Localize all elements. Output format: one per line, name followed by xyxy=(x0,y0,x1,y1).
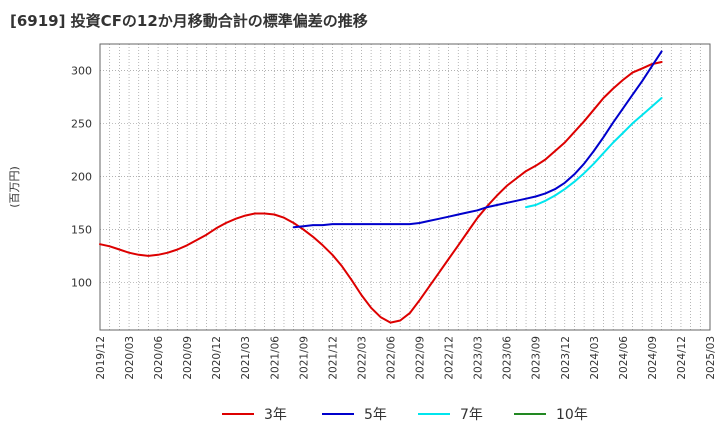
x-tick-label: 2024/09 xyxy=(647,336,659,380)
legend-label: 5年 xyxy=(364,407,387,423)
x-tick-label: 2021/12 xyxy=(327,336,339,380)
x-tick-label: 2021/06 xyxy=(269,336,281,380)
plot-frame xyxy=(99,43,711,331)
y-tick-label: 250 xyxy=(71,117,92,130)
x-tick-label: 2021/09 xyxy=(298,336,310,380)
x-tick-label: 2023/06 xyxy=(502,336,514,380)
x-tick-label: 2024/06 xyxy=(618,336,630,380)
legend-label: 10年 xyxy=(556,407,588,423)
x-tick-label: 2022/03 xyxy=(356,336,368,380)
x-tick-label: 2021/03 xyxy=(240,336,252,380)
legend-label: 7年 xyxy=(460,407,483,423)
x-tick-label: 2019/12 xyxy=(95,336,107,380)
series-line-3 xyxy=(525,97,663,209)
series-line-2 xyxy=(292,50,663,229)
x-tick-label: 2020/12 xyxy=(211,336,223,380)
y-tick-label: 100 xyxy=(71,276,92,289)
x-tick-label: 2020/06 xyxy=(153,336,165,380)
x-tick-label: 2023/09 xyxy=(531,336,543,380)
x-tick-label: 2022/06 xyxy=(385,336,397,380)
series-line-1 xyxy=(99,61,663,324)
y-tick-label: 150 xyxy=(71,223,92,236)
x-tick-label: 2020/09 xyxy=(182,336,194,380)
legend-label: 3年 xyxy=(264,407,287,423)
y-tick-label: 300 xyxy=(71,64,92,77)
x-tick-label: 2022/12 xyxy=(444,336,456,380)
y-axis-label: (百万円) xyxy=(8,166,21,208)
y-tick-label: 200 xyxy=(71,170,92,183)
x-tick-label: 2023/03 xyxy=(473,336,485,380)
x-tick-label: 2025/03 xyxy=(705,336,717,380)
x-tick-label: 2024/12 xyxy=(676,336,688,380)
x-tick-label: 2020/03 xyxy=(124,336,136,380)
plot-area xyxy=(100,44,710,330)
chart-title: [6919] 投資CFの12か月移動合計の標準偏差の推移 xyxy=(10,12,368,30)
x-tick-label: 2022/09 xyxy=(415,336,427,380)
x-tick-label: 2024/03 xyxy=(589,336,601,380)
x-tick-label: 2023/12 xyxy=(560,336,572,380)
